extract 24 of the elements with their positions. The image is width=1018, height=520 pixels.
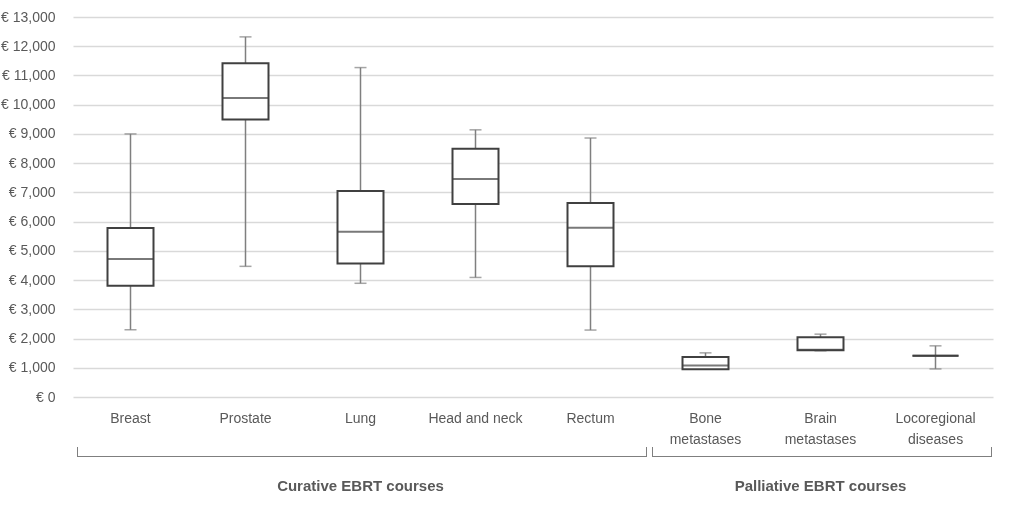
x-tick-label: Bone metastases [669,409,742,447]
y-tick-label: € 7,000 [8,183,56,200]
x-tick-label: Lung [344,409,377,426]
y-tick-label: € 12,000 [1,37,56,54]
y-tick-label: € 2,000 [8,330,56,347]
y-tick-label: € 0 [36,388,56,405]
y-tick-label: € 8,000 [8,154,56,171]
x-tick-label: Prostate [219,409,272,426]
y-tick-label: € 13,000 [1,8,56,25]
y-tick-label: € 5,000 [8,242,56,259]
x-tick-label: Rectum [566,409,615,426]
y-tick-label: € 10,000 [1,96,56,113]
y-tick-label: € 9,000 [8,125,56,142]
x-tick-label: Breast [110,409,151,426]
y-tick-label: € 3,000 [8,300,56,317]
y-tick-label: € 11,000 [2,66,56,83]
x-tick-label: Locoregional diseases [895,409,976,447]
x-tick-label: Brain metastases [784,409,857,447]
y-tick-label: € 6,000 [8,213,56,230]
y-tick-label: € 1,000 [8,359,56,376]
x-tick-label: Head and neck [428,409,524,426]
y-tick-label: € 4,000 [8,271,56,288]
text: Palliative EBRT courses [733,477,908,494]
text: Curative EBRT courses [276,477,445,494]
